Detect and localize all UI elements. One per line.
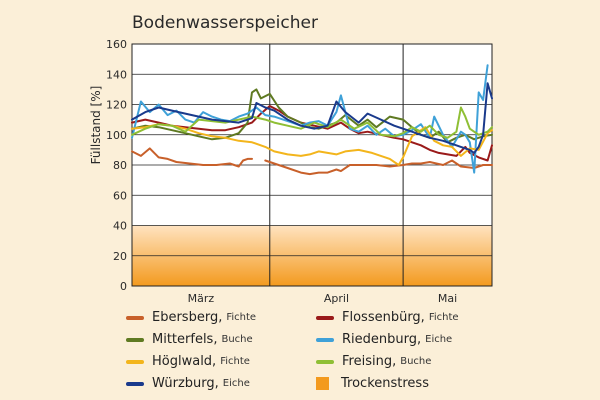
y-tick-label: 80: [113, 159, 127, 172]
legend-swatch-line: [126, 359, 144, 364]
series-line-flossenbrg: [131, 105, 493, 162]
legend-species: Eiche: [222, 378, 250, 389]
legend-item: Freising, Buche: [316, 352, 486, 371]
y-tick-label: 0: [120, 280, 127, 293]
legend-swatch-line: [126, 337, 144, 342]
y-tick-label: 120: [106, 99, 127, 112]
y-tick-label: 160: [106, 38, 127, 51]
y-tick-label: 60: [113, 189, 127, 202]
legend-label: Flossenbürg,: [342, 310, 425, 325]
legend-species: Fichte: [220, 356, 250, 367]
x-tick-label: Mai: [438, 292, 457, 305]
legend-label: Würzburg,: [152, 376, 219, 391]
legend-item: Würzburg, Eiche: [126, 374, 296, 393]
y-tick-label: 100: [106, 129, 127, 142]
legend-label: Freising,: [342, 354, 397, 369]
legend-species: Buche: [400, 356, 432, 367]
legend-item: Flossenbürg, Fichte: [316, 308, 486, 327]
legend-item: Ebersberg, Fichte: [126, 308, 296, 327]
x-tick-label: April: [324, 292, 349, 305]
x-tick-label: März: [188, 292, 215, 305]
chart-legend: Ebersberg, Fichte Flossenbürg, Fichte Mitter…: [126, 308, 486, 393]
legend-swatch-line: [126, 315, 144, 320]
legend-swatch-line: [316, 359, 334, 364]
legend-species: Buche: [221, 334, 253, 345]
legend-item: Riedenburg, Eiche: [316, 330, 486, 349]
legend-swatch-block: [316, 377, 329, 390]
y-tick-label: 40: [113, 220, 127, 233]
y-tick-label: 20: [113, 250, 127, 263]
series-line-wrzburg: [131, 82, 493, 154]
y-axis-label: Füllstand [%]: [89, 86, 103, 165]
legend-label: Riedenburg,: [342, 332, 422, 347]
legend-item: Mitterfels, Buche: [126, 330, 296, 349]
y-tick-label: 140: [106, 68, 127, 81]
series-line-freising: [131, 106, 493, 139]
legend-species: Fichte: [226, 312, 257, 323]
legend-item: Trockenstress: [316, 374, 486, 393]
series-line-hglwald: [131, 123, 493, 166]
legend-species: Eiche: [425, 334, 453, 345]
legend-swatch-line: [126, 381, 144, 386]
legend-label: Ebersberg,: [152, 310, 223, 325]
legend-species: Fichte: [428, 312, 459, 323]
legend-swatch-line: [316, 337, 334, 342]
legend-label: Trockenstress: [341, 376, 429, 391]
legend-swatch-line: [316, 315, 334, 320]
series-line-ebersberg: [264, 159, 493, 176]
legend-item: Höglwald, Fichte: [126, 352, 296, 371]
series-line-ebersberg: [131, 147, 253, 168]
legend-label: Höglwald,: [152, 354, 217, 369]
chart-title: Bodenwasserspeicher: [132, 13, 318, 33]
legend-label: Mitterfels,: [152, 332, 218, 347]
